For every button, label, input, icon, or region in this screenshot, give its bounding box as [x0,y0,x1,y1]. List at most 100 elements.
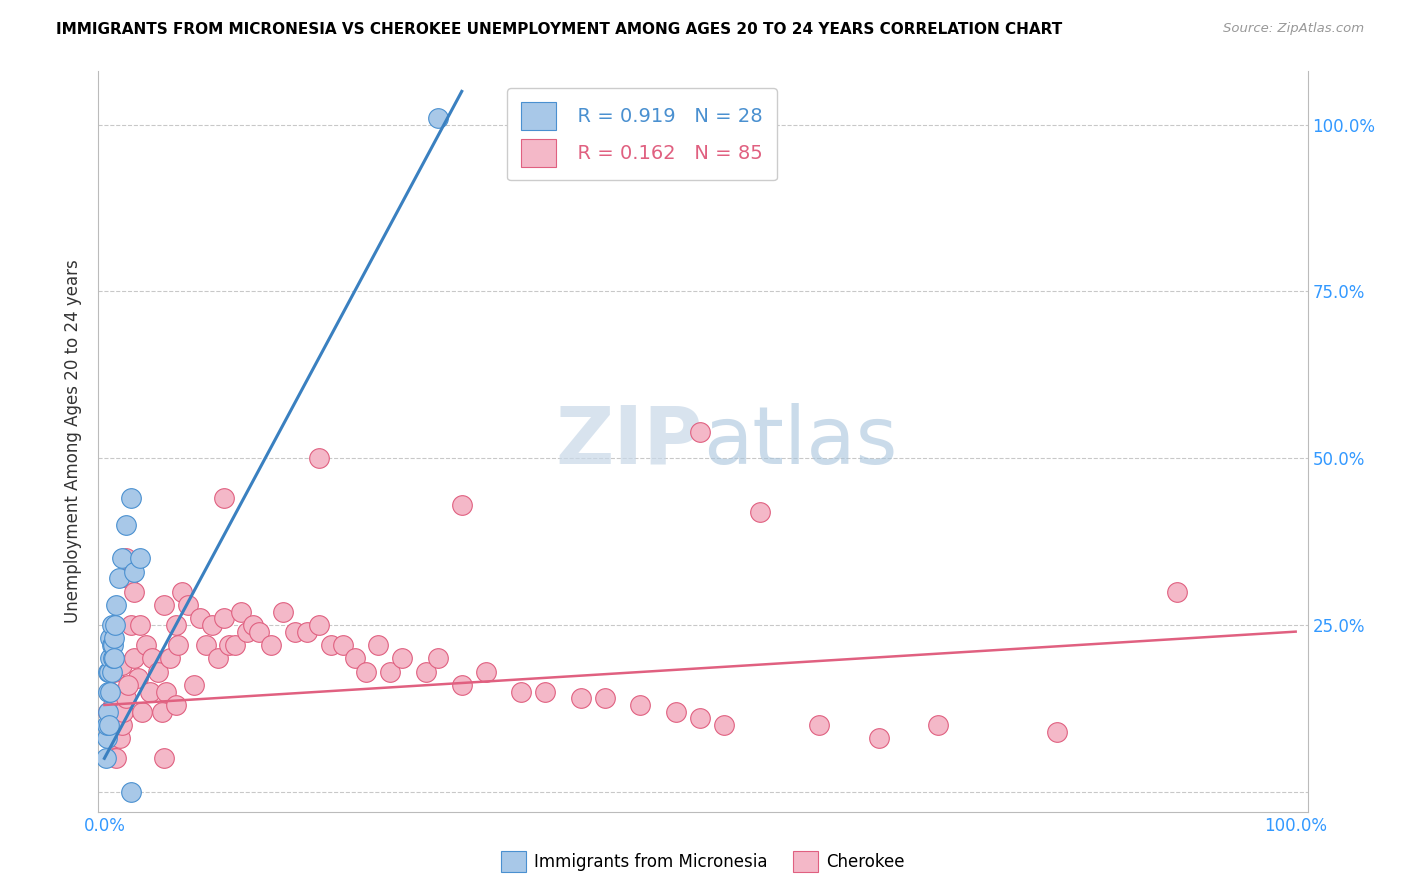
Point [97,665,120,679]
Point [155,684,177,698]
Point [391,651,413,665]
Point [218,638,240,652]
Point [367,638,389,652]
Point [231,605,253,619]
Point [101,698,124,712]
Point [114,551,136,566]
Point [689,711,711,725]
Point [100,638,122,652]
Point [146,665,169,679]
Point [98,718,121,732]
Point [150,705,173,719]
Point [114,517,136,532]
Point [101,651,124,665]
Point [96,731,118,746]
Point [107,691,129,706]
Point [242,618,264,632]
Point [713,718,735,732]
Point [510,684,533,698]
Point [380,665,402,679]
Point [105,598,128,612]
Point [94,751,117,765]
Point [159,651,181,665]
Legend: Immigrants from Micronesia, Cherokee: Immigrants from Micronesia, Cherokee [495,845,911,879]
Point [426,111,449,125]
Point [212,611,235,625]
Point [177,598,200,612]
Point [112,705,135,719]
Point [135,638,157,652]
Point [120,785,142,799]
Text: Source: ZipAtlas.com: Source: ZipAtlas.com [1223,22,1364,36]
Point [120,491,142,506]
Point [415,665,437,679]
Point [100,705,122,719]
Point [271,605,294,619]
Text: ZIP: ZIP [555,402,703,481]
Point [183,678,205,692]
Y-axis label: Unemployment Among Ages 20 to 24 years: Unemployment Among Ages 20 to 24 years [65,260,83,624]
Point [129,618,152,632]
Point [105,751,128,765]
Point [104,718,127,732]
Point [122,651,145,665]
Point [98,684,121,698]
Point [188,611,211,625]
Point [630,698,652,712]
Point [868,731,890,746]
Point [108,731,131,746]
Point [170,584,193,599]
Point [207,651,229,665]
Point [426,651,449,665]
Point [194,638,217,652]
Point [117,571,139,585]
Point [103,651,125,665]
Point [1046,724,1069,739]
Point [284,624,307,639]
Point [295,624,318,639]
Point [534,684,557,698]
Point [474,665,496,679]
Point [100,618,122,632]
Point [260,638,283,652]
Point [103,632,125,646]
Text: IMMIGRANTS FROM MICRONESIA VS CHEROKEE UNEMPLOYMENT AMONG AGES 20 TO 24 YEARS CO: IMMIGRANTS FROM MICRONESIA VS CHEROKEE U… [56,22,1063,37]
Point [167,638,190,652]
Point [665,705,688,719]
Point [122,565,145,579]
Point [308,618,330,632]
Point [450,498,472,512]
Point [153,598,176,612]
Point [127,671,149,685]
Point [98,731,121,746]
Point [129,551,152,566]
Point [153,751,176,765]
Text: atlas: atlas [703,402,897,481]
Point [165,698,187,712]
Point [450,678,472,692]
Point [141,651,163,665]
Point [98,651,121,665]
Point [1166,584,1188,599]
Point [98,684,121,698]
Point [593,691,616,706]
Point [111,718,134,732]
Point [343,651,366,665]
Point [808,718,831,732]
Point [308,451,330,466]
Point [122,584,145,599]
Point [247,624,270,639]
Point [332,638,354,652]
Point [111,551,134,566]
Point [165,618,187,632]
Point [927,718,949,732]
Point [200,618,222,632]
Point [689,425,711,439]
Point [236,624,259,639]
Point [97,684,120,698]
Point [117,678,139,692]
Point [97,705,120,719]
Point [131,705,153,719]
Point [100,665,122,679]
Point [104,618,127,632]
